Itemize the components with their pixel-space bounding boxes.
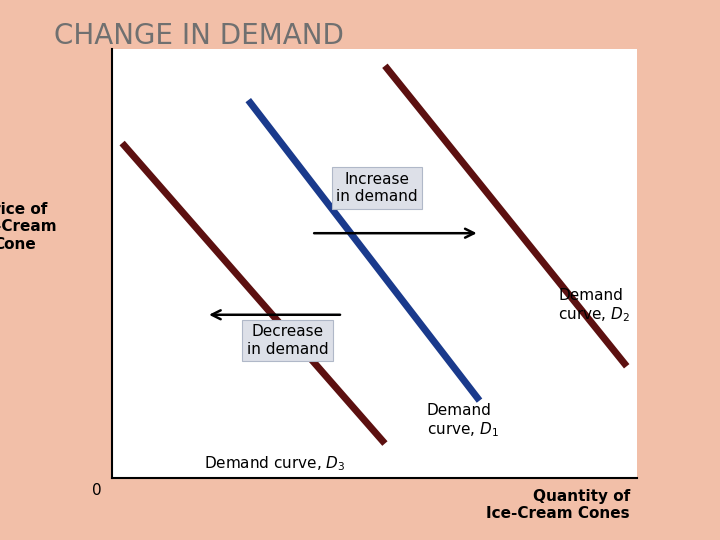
Text: Demand curve, $D_3$: Demand curve, $D_3$ [204, 454, 346, 473]
Text: Increase
in demand: Increase in demand [336, 172, 418, 204]
Text: Demand
curve, $D_1$: Demand curve, $D_1$ [427, 403, 499, 439]
Text: Demand
curve, $D_2$: Demand curve, $D_2$ [559, 288, 630, 325]
Text: CHANGE IN DEMAND: CHANGE IN DEMAND [54, 22, 344, 50]
Text: Quantity of
Ice-Cream Cones: Quantity of Ice-Cream Cones [487, 489, 630, 521]
Text: Price of
Ice-Cream
Cone: Price of Ice-Cream Cone [0, 202, 58, 252]
Text: 0: 0 [92, 483, 102, 498]
Text: Decrease
in demand: Decrease in demand [247, 325, 328, 357]
